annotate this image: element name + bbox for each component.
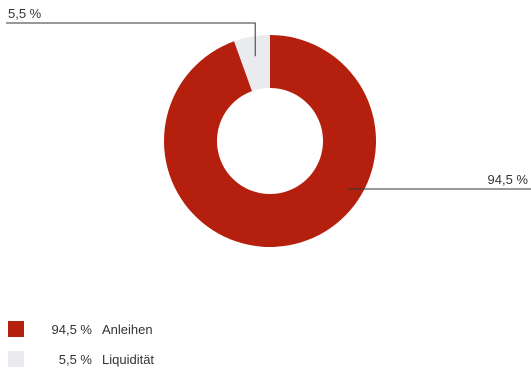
callout-label-anleihen: 94,5 % <box>488 172 529 187</box>
slice-liquiditt <box>234 35 270 92</box>
legend-swatch-anleihen <box>8 321 24 337</box>
legend-value: 5,5 % <box>58 351 92 367</box>
legend: 94,5 % Anleihen 5,5 % Liquidität <box>8 314 308 374</box>
legend-item-liquiditaet: 5,5 % Liquidität <box>8 344 308 374</box>
donut-chart: 94,5 % 5,5 % <box>6 6 531 247</box>
legend-value: 94,5 % <box>51 321 92 337</box>
donut-slices <box>164 35 377 247</box>
legend-swatch-liquiditaet <box>8 351 24 367</box>
legend-item-anleihen: 94,5 % Anleihen <box>8 314 308 344</box>
callouts: 94,5 % 5,5 % <box>6 6 531 190</box>
callout-line-liquiditaet <box>6 22 256 57</box>
callout-label-liquiditaet: 5,5 % <box>8 6 42 21</box>
legend-label: Anleihen <box>102 321 153 337</box>
legend-label: Liquidität <box>102 351 155 367</box>
slice-anleihen <box>164 35 377 247</box>
